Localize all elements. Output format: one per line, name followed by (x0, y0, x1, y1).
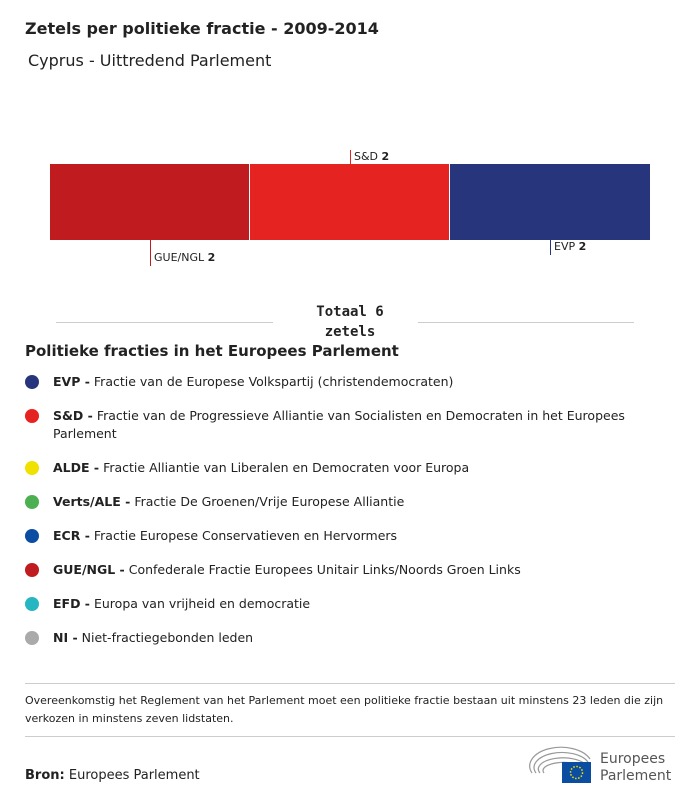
divider-left (56, 322, 273, 323)
data-label-value: 2 (578, 240, 587, 253)
ep-logo: Europees Parlement (528, 745, 678, 785)
divider-right (418, 322, 634, 323)
data-label: EVP 2 (554, 240, 586, 253)
legend-desc: Confederale Fractie Europees Unitair Lin… (128, 562, 521, 577)
legend-item: EFD - Europa van vrijheid en democratie (25, 595, 625, 613)
legend-dot-icon (25, 409, 39, 423)
chart-subtitle: Cyprus - Uittredend Parlement (28, 51, 272, 70)
divider (25, 736, 675, 737)
label-tick (350, 150, 351, 164)
legend-desc: Fractie Europese Conservatieven en Hervo… (93, 528, 398, 543)
hemicycle-logo-icon: Europees Parlement (529, 746, 672, 784)
legend-desc: Fractie van de Europese Volkspartij (chr… (93, 374, 454, 389)
legend-abbr: EVP - (53, 374, 90, 389)
source-label: Bron: (25, 768, 65, 783)
bar-segment-guengl (50, 164, 249, 240)
legend-item: NI - Niet-fractiegebonden leden (25, 629, 625, 647)
legend-dot-icon (25, 495, 39, 509)
data-label: GUE/NGL 2 (154, 251, 215, 264)
bar-segment-evp (450, 164, 650, 240)
legend-desc: Europa van vrijheid en democratie (93, 596, 311, 611)
legend-item: EVP - Fractie van de Europese Volksparti… (25, 373, 625, 391)
legend-desc: Fractie van de Progressieve Alliantie va… (53, 408, 625, 441)
legend-item: ALDE - Fractie Alliantie van Liberalen e… (25, 459, 625, 477)
legend-abbr: Verts/ALE - (53, 494, 131, 509)
legend-abbr: S&D - (53, 408, 93, 423)
legend-desc: Fractie De Groenen/Vrije Europese Allian… (134, 494, 405, 509)
legend-desc: Fractie Alliantie van Liberalen en Democ… (103, 460, 470, 475)
divider (25, 683, 675, 684)
legend-abbr: ALDE - (53, 460, 100, 475)
legend-abbr: ECR - (53, 528, 90, 543)
legend-desc: Niet-fractiegebonden leden (81, 630, 254, 645)
label-tick (150, 240, 151, 266)
legend-item: ECR - Fractie Europese Conservatieven en… (25, 527, 625, 545)
data-label-name: GUE/NGL (154, 251, 205, 264)
legend-item: GUE/NGL - Confederale Fractie Europees U… (25, 561, 625, 579)
svg-text:Parlement: Parlement (600, 768, 672, 784)
data-label-value: 2 (207, 251, 216, 264)
legend-dot-icon (25, 631, 39, 645)
data-label-value: 2 (381, 150, 390, 163)
svg-text:Europees: Europees (600, 751, 665, 767)
legend-item: S&D - Fractie van de Progressieve Allian… (25, 407, 625, 443)
footnote: Overeenkomstig het Reglement van het Par… (25, 694, 664, 725)
data-label-name: EVP (554, 240, 576, 253)
legend-dot-icon (25, 461, 39, 475)
legend-abbr: EFD - (53, 596, 90, 611)
source: Bron: Europees Parlement (25, 768, 200, 783)
chart-title: Zetels per politieke fractie - 2009-2014 (25, 19, 379, 38)
legend-dot-icon (25, 529, 39, 543)
label-tick (550, 240, 551, 255)
legend-dot-icon (25, 563, 39, 577)
legend-title: Politieke fracties in het Europees Parle… (25, 342, 399, 360)
source-value: Europees Parlement (68, 768, 200, 783)
legend-dot-icon (25, 375, 39, 389)
legend-item: Verts/ALE - Fractie De Groenen/Vrije Eur… (25, 493, 625, 511)
legend-dot-icon (25, 597, 39, 611)
bar-segment-sd (250, 164, 449, 240)
total-label: Totaal 6 zetels (316, 304, 384, 340)
legend-abbr: GUE/NGL - (53, 562, 125, 577)
legend-abbr: NI - (53, 630, 78, 645)
data-label-name: S&D (354, 150, 379, 163)
data-label: S&D 2 (354, 150, 389, 163)
